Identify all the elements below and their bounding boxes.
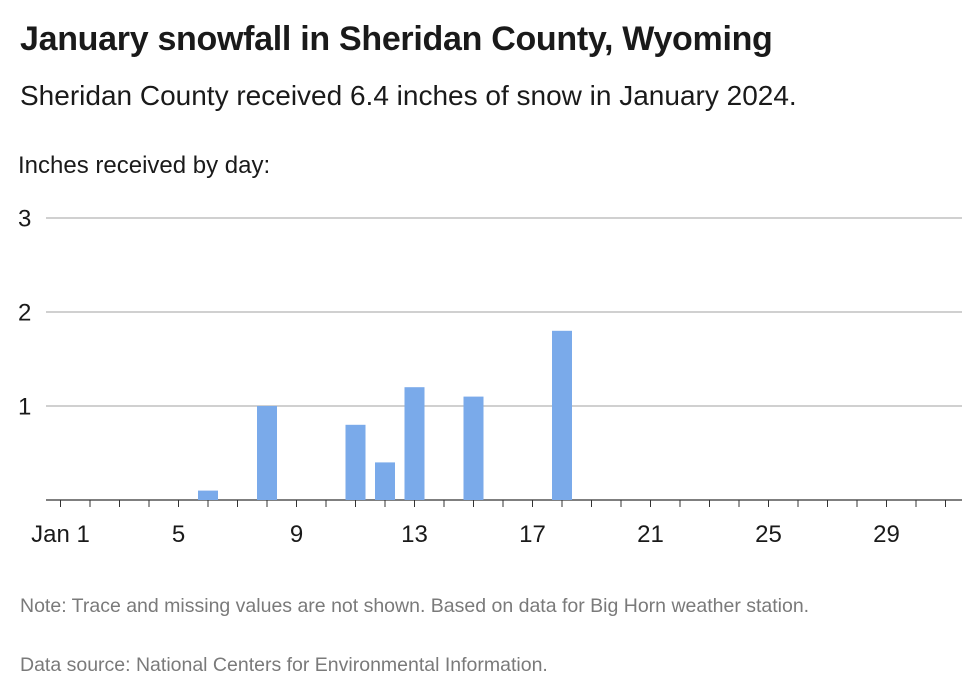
bar-day-6 [198,490,218,500]
bar-day-11 [345,424,366,500]
x-tick-label: 29 [873,521,900,548]
bar-day-13 [404,387,425,500]
bar-day-15 [463,396,484,500]
y-axis-label: Inches received by day: [18,152,271,179]
bar-day-8 [257,406,277,500]
chart-note: Note: Trace and missing values are not s… [20,595,810,617]
data-source: Data source: National Centers for Enviro… [20,654,548,676]
y-tick-label: 3 [18,205,31,232]
x-tick-label: Jan 1 [31,521,90,548]
x-tick-label: 17 [519,521,546,548]
x-tick-label: 5 [172,521,185,548]
y-tick-label: 1 [18,393,31,420]
x-tick-label: 9 [290,521,303,548]
bar-chart: 1 2 3 Jan 1 5 9 13 17 21 25 29 [18,205,962,548]
bar-day-12 [375,462,395,500]
y-tick-label: 2 [18,299,31,326]
x-tick-label: 25 [755,521,782,548]
chart-subtitle: Sheridan County received 6.4 inches of s… [20,80,797,111]
x-tick-label: 21 [637,521,664,548]
chart-title: January snowfall in Sheridan County, Wyo… [20,20,773,58]
x-tick-label: 13 [401,521,428,548]
bar-day-18 [552,330,572,500]
